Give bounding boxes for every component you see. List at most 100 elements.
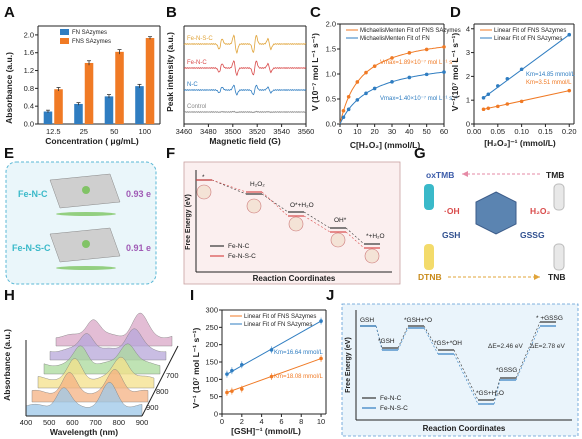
i-xlabel: [GSH]⁻¹ (mmol/L) <box>231 426 301 436</box>
b-xtick-label: 3540 <box>273 127 290 136</box>
c-ytick-label: 2.0 <box>326 20 336 29</box>
i-ytick-label: 150 <box>205 358 218 367</box>
j-connector <box>453 349 479 401</box>
g-gsh: GSH <box>442 230 460 240</box>
c-data-point <box>364 70 368 75</box>
c-data-point <box>407 51 412 55</box>
h-xtick-label: 800 <box>113 418 126 427</box>
i-annotation-2: Km=18.08 mmol/L <box>274 374 324 380</box>
j-energy-paths <box>360 321 556 405</box>
c-ylabel: V (10⁻⁷ mol L⁻¹ s⁻¹) <box>310 33 320 111</box>
d-data-point <box>481 96 486 100</box>
c-data-point <box>355 80 360 84</box>
c-data-point <box>390 80 394 84</box>
i-annotation-1: Km=16.64 mmol/L <box>274 350 324 356</box>
b-series-line <box>183 60 307 77</box>
j-state-1: GSH <box>360 317 374 324</box>
panel-j-frame <box>341 303 579 437</box>
panel-label-h: H <box>4 287 15 304</box>
i-legend-label: Linear Fit of FNS SAzymes <box>244 314 316 320</box>
g-catalyst-icon <box>475 191 517 235</box>
fe-n-s-c-structure <box>49 227 121 270</box>
c-xtick-label: 0 <box>338 127 342 136</box>
d-ytick-label: 1 <box>466 96 470 105</box>
panel-label-g: G <box>414 145 426 162</box>
b-xtick-label: 3560 <box>298 127 315 136</box>
h-xtick-label: 400 <box>20 418 33 427</box>
i-ytick-label: 50 <box>210 392 218 401</box>
h-xlabel: Wavelength (nm) <box>50 427 118 437</box>
a-xtick-label: 25 <box>80 127 88 136</box>
c-data-point <box>442 70 446 74</box>
j-de2: ΔE=2.78 eV <box>530 343 566 350</box>
d-xtick-label: 0.05 <box>491 127 506 136</box>
f-legend-2: Fe-N-S-C <box>228 253 256 260</box>
c-xtick-label: 50 <box>422 127 430 136</box>
d-data-point <box>481 107 486 112</box>
j-state-7: * +GSSG <box>536 315 563 322</box>
j-legend-1: Fe-N-C <box>380 395 402 402</box>
f-structure-icon <box>364 248 380 264</box>
h-spectrum-area <box>55 312 173 347</box>
d-ytick-label: 2 <box>466 72 470 81</box>
b-series-line <box>183 84 307 96</box>
j-state-2: *GSH <box>378 338 395 345</box>
g-tmb: TMB <box>546 170 564 180</box>
a-legend-label: FN SAzymes <box>72 30 107 36</box>
h-xtick-label: 900 <box>136 418 149 427</box>
e-row2-label: Fe-N-S-C <box>12 243 51 253</box>
chart-d: V⁻¹(10⁷ mol L⁻¹ s⁻¹) [H₂O₂]⁻¹ (mmol/L) 0… <box>450 23 577 148</box>
a-bar <box>104 96 114 124</box>
c-data-point <box>341 115 346 120</box>
g-tube-tnb <box>553 243 565 271</box>
c-legend-label: MichaelisMenten Fit of FN <box>360 36 430 42</box>
b-series-label: Control <box>187 104 206 110</box>
a-ytick-label: 1.6 <box>24 48 34 57</box>
d-data-point <box>519 67 524 72</box>
d-data-point <box>567 88 572 93</box>
g-arrowhead-top <box>462 171 468 177</box>
panel-label-c: C <box>310 4 321 21</box>
d-data-point <box>496 104 500 109</box>
j-xlabel: Reaction Coordinates <box>423 424 506 433</box>
i-ytick-label: 300 <box>205 306 218 315</box>
f-connector <box>303 215 331 233</box>
c-data-point <box>355 98 360 102</box>
j-connector <box>397 325 409 349</box>
e-row1-label: Fe-N-C <box>18 189 48 199</box>
j-connector <box>515 325 541 381</box>
j-state-3: *GSH+*O <box>404 317 432 324</box>
h-xtick-label: 600 <box>66 418 79 427</box>
f-energy-paths <box>196 179 380 264</box>
f-legend-1: Fe-N-C <box>228 243 250 250</box>
i-ytick-label: 0 <box>214 410 218 419</box>
d-annotation-2: Km=3.51 mmol/L <box>526 80 572 86</box>
d-fit-line <box>483 34 570 99</box>
panel-label-f: F <box>166 145 175 162</box>
d-data-point <box>496 84 500 88</box>
d-data-point <box>505 102 510 106</box>
j-connector <box>397 327 409 351</box>
g-oh: ·OH <box>444 206 460 216</box>
a-legend-swatch <box>60 38 69 44</box>
panel-label-j: J <box>326 287 334 304</box>
j-connector <box>493 379 501 405</box>
i-ytick-label: 250 <box>205 323 218 332</box>
d-legend-label: Linear Fit of FNS SAzymes <box>494 28 566 34</box>
j-ylabel: Free Energy (eV) <box>345 337 352 393</box>
b-xtick-label: 3480 <box>200 127 217 136</box>
c-data-point <box>372 64 377 68</box>
c-data-point <box>442 45 446 49</box>
i-fit-line <box>226 358 322 393</box>
a-ytick-label: 0.8 <box>24 84 34 93</box>
b-series-line <box>183 34 307 54</box>
f-state-1: * <box>202 174 205 181</box>
a-ytick-label: 1.2 <box>24 66 34 75</box>
i-xtick-label: 6 <box>279 417 283 426</box>
i-xtick-label: 2 <box>240 417 244 426</box>
h-zaxis <box>141 345 179 417</box>
c-ytick-label: 1.0 <box>326 70 336 79</box>
f-xlabel: Reaction Coordinates <box>253 274 336 283</box>
j-state-4: *GS+*OH <box>434 340 462 347</box>
c-xtick-label: 40 <box>405 127 413 136</box>
